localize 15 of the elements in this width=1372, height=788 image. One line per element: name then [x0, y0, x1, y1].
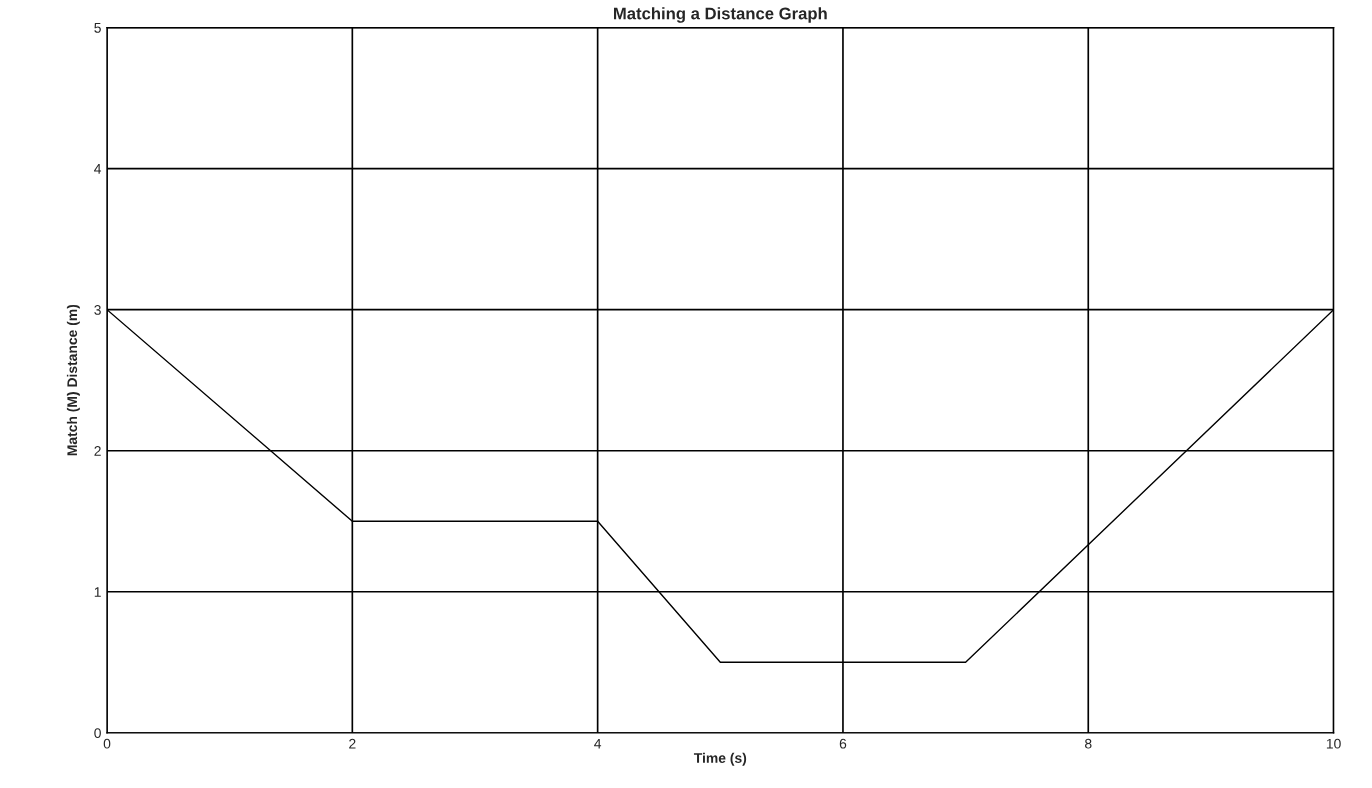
- y-tick-label: 0: [94, 728, 101, 739]
- y-tick-label: 1: [94, 587, 101, 597]
- y-tick-label: 5: [94, 23, 101, 33]
- y-axis-title: Match (M) Distance (m): [66, 304, 80, 456]
- x-tick-label: 0: [103, 738, 111, 749]
- x-tick-label: 10: [1326, 738, 1341, 749]
- y-tick-label: 4: [94, 164, 102, 174]
- chart-title: Matching a Distance Graph: [613, 7, 827, 23]
- x-tick-label: 6: [839, 738, 847, 749]
- x-tick-label: 2: [349, 738, 356, 749]
- y-tick-label: 3: [94, 305, 101, 315]
- x-axis-title: Time (s): [693, 752, 747, 766]
- x-tick-label: 4: [594, 738, 602, 749]
- y-tick-label: 2: [94, 446, 101, 456]
- x-tick-label: 8: [1085, 738, 1092, 749]
